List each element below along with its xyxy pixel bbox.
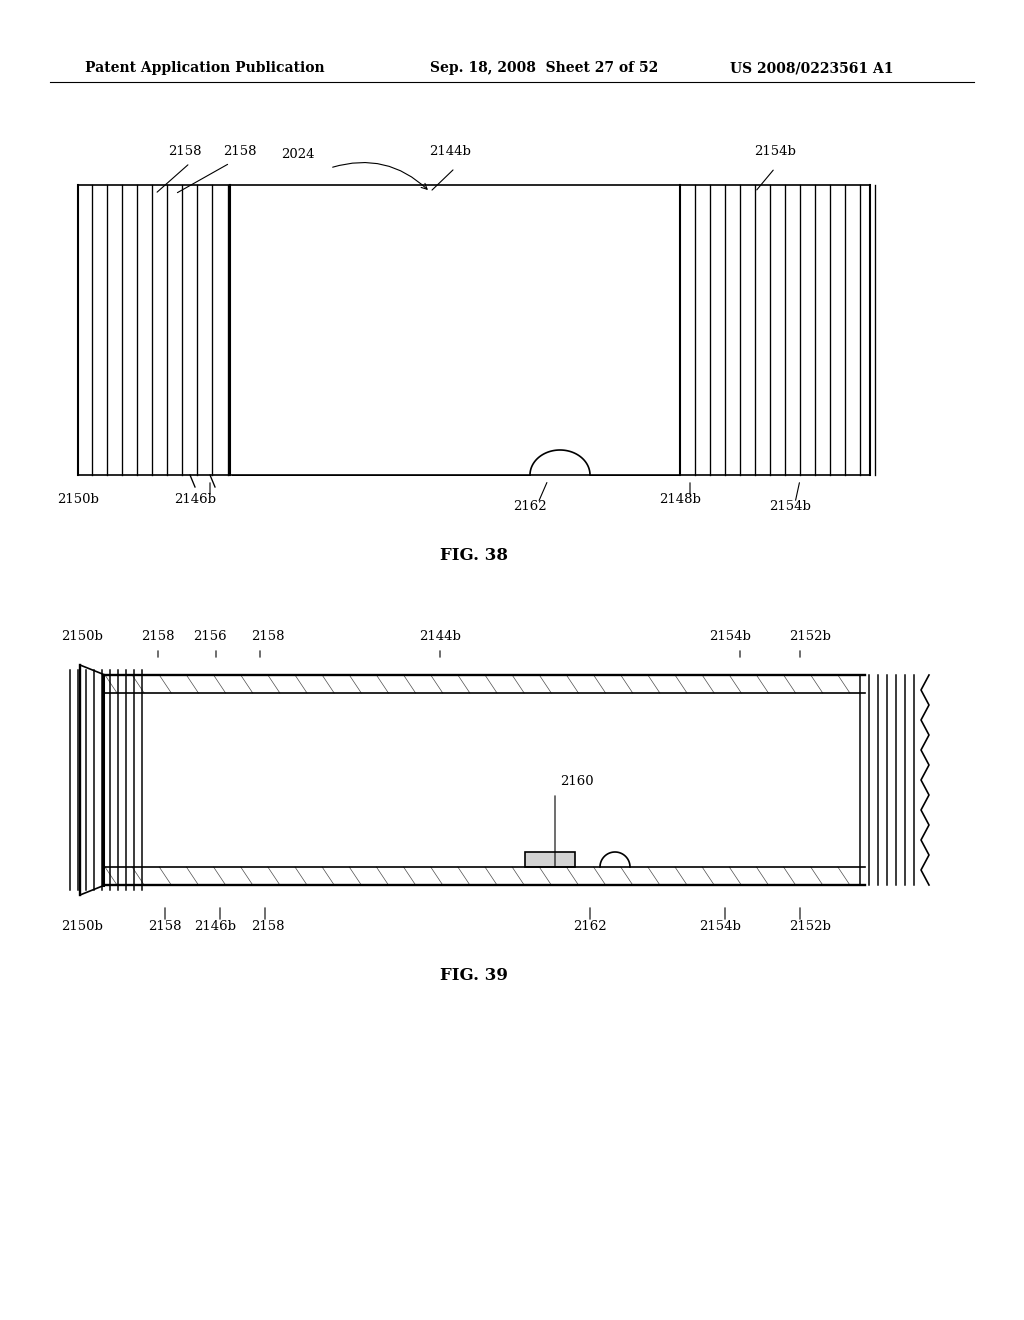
Text: 2162: 2162 <box>513 500 547 513</box>
Text: FIG. 38: FIG. 38 <box>440 546 508 564</box>
Text: 2146b: 2146b <box>194 920 236 933</box>
Text: 2150b: 2150b <box>57 492 99 506</box>
Text: 2162: 2162 <box>573 920 607 933</box>
Text: 2158: 2158 <box>251 920 285 933</box>
Text: 2160: 2160 <box>560 775 594 788</box>
Text: 2154b: 2154b <box>699 920 741 933</box>
Text: FIG. 39: FIG. 39 <box>440 968 508 983</box>
Text: 2146b: 2146b <box>174 492 216 506</box>
Text: 2158: 2158 <box>141 630 175 643</box>
Text: 2150b: 2150b <box>61 920 103 933</box>
Text: 2144b: 2144b <box>429 145 471 158</box>
Text: 2158: 2158 <box>168 145 202 158</box>
Text: 2152b: 2152b <box>790 920 830 933</box>
Text: 2158: 2158 <box>251 630 285 643</box>
Text: 2150b: 2150b <box>61 630 103 643</box>
Text: 2158: 2158 <box>148 920 181 933</box>
Text: 2154b: 2154b <box>769 500 811 513</box>
Bar <box>525 851 575 867</box>
Text: 2152b: 2152b <box>790 630 830 643</box>
Text: US 2008/0223561 A1: US 2008/0223561 A1 <box>730 61 894 75</box>
Text: 2156: 2156 <box>194 630 226 643</box>
Text: 2148b: 2148b <box>659 492 701 506</box>
Text: 2154b: 2154b <box>754 145 796 158</box>
Text: 2144b: 2144b <box>419 630 461 643</box>
Text: 2158: 2158 <box>223 145 257 158</box>
Text: Sep. 18, 2008  Sheet 27 of 52: Sep. 18, 2008 Sheet 27 of 52 <box>430 61 658 75</box>
Text: Patent Application Publication: Patent Application Publication <box>85 61 325 75</box>
Text: 2024: 2024 <box>282 148 314 161</box>
Text: 2154b: 2154b <box>709 630 751 643</box>
